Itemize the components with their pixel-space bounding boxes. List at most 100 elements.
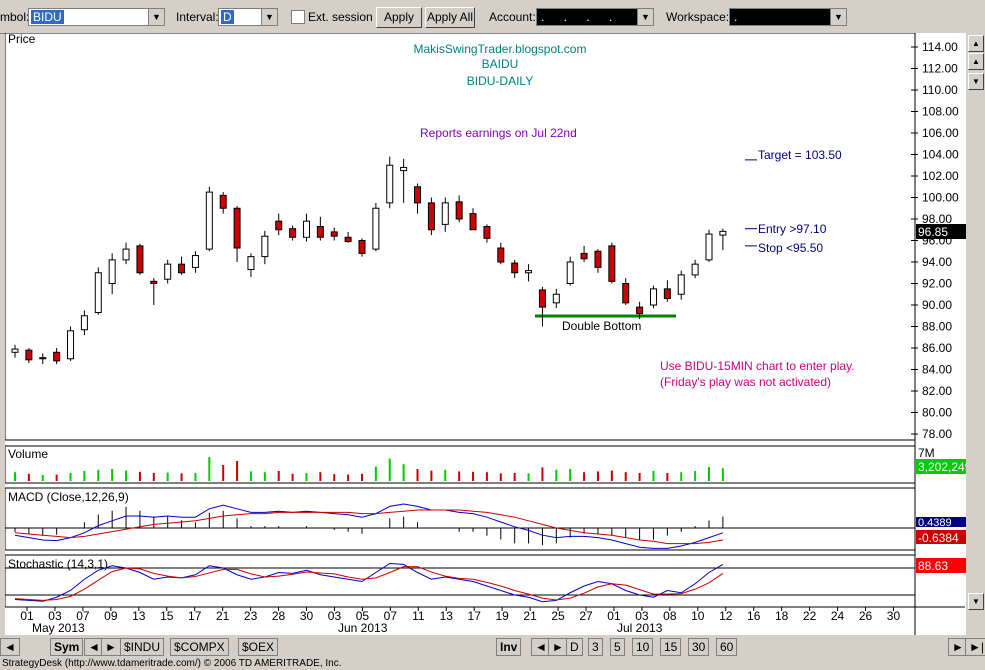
chart-area: Price Volume MACD (Close,12,26,9) Stocha… [4, 32, 980, 635]
date-tick-label: 23 [244, 609, 258, 623]
tab-interval-10[interactable]: 10 [632, 638, 654, 656]
entry-label: Entry >97.10 [758, 222, 827, 236]
apply-all-button[interactable]: Apply All [425, 7, 475, 28]
chevron-down-icon[interactable]: ▼ [261, 9, 277, 25]
candle-body [344, 236, 352, 243]
date-tick-label: 09 [104, 609, 118, 623]
chart-svg[interactable]: Price Volume MACD (Close,12,26,9) Stocha… [4, 32, 980, 635]
tab-inv[interactable]: Inv [496, 638, 522, 656]
account-combo[interactable]: . . . . ▼ [536, 8, 654, 26]
volume-bar [555, 469, 558, 481]
candle-body [538, 289, 546, 308]
tab-sym[interactable]: Sym [50, 638, 84, 656]
scroll-down-icon[interactable]: ▼ [968, 73, 984, 90]
tab-interval-15[interactable]: 15 [660, 638, 682, 656]
volume-bar [97, 469, 100, 481]
double-bottom-label: Double Bottom [562, 319, 641, 333]
nav-next-icon[interactable]: ► [548, 638, 568, 656]
candle-body [191, 255, 199, 268]
tab-oex[interactable]: $OEX [238, 638, 279, 656]
price-tick-label: 110.00 [922, 83, 958, 97]
date-tick-label: 08 [663, 609, 677, 623]
ext-session-checkbox[interactable] [291, 10, 305, 24]
candle-body [649, 288, 657, 306]
chevron-down-icon[interactable]: ▼ [637, 9, 653, 25]
scroll-up-icon[interactable]: ▲ [968, 53, 984, 70]
candle-body [122, 248, 130, 261]
interval-combo[interactable]: D ▼ [218, 8, 278, 26]
date-tick-label: 07 [76, 609, 90, 623]
tab-interval-30[interactable]: 30 [688, 638, 710, 656]
candle-body [719, 230, 727, 236]
nav-end-icon[interactable]: ►| [965, 638, 985, 656]
volume-bar [236, 461, 239, 481]
macd-value-1: 0.4389 [918, 517, 952, 529]
chevron-down-icon[interactable]: ▼ [830, 9, 846, 25]
price-tick-label: 90.00 [922, 298, 952, 312]
volume-bar [41, 475, 44, 481]
tab-indu[interactable]: $INDU [120, 638, 165, 656]
scroll-up-icon[interactable]: ▲ [968, 35, 984, 52]
macd-line [14, 503, 724, 549]
stoch-value: 88.63 [918, 559, 948, 573]
volume-bar [708, 467, 710, 481]
workspace-combo[interactable]: . ▼ [729, 8, 847, 26]
tab-interval-3[interactable]: 3 [588, 638, 603, 656]
candle-body [497, 247, 505, 263]
symbol-combo[interactable]: BIDU ▼ [28, 8, 165, 26]
date-tick-label: 17 [188, 609, 202, 623]
interval-label: Interval: [176, 10, 219, 24]
interval-value[interactable]: D [221, 10, 234, 24]
candle-body [330, 231, 338, 237]
candle-body [219, 194, 227, 209]
tab-interval-60[interactable]: 60 [716, 638, 738, 656]
date-tick-label: 13 [132, 609, 146, 623]
candle-body [483, 226, 491, 239]
date-tick-label: 22 [803, 609, 817, 623]
price-tick-label: 80.00 [922, 406, 952, 420]
volume-bar [472, 471, 475, 481]
volume-bar [583, 472, 586, 481]
account-value[interactable]: . . . . [541, 10, 621, 24]
date-tick-label: 18 [775, 609, 789, 623]
company-name: BAIDU [482, 57, 519, 71]
tab-compx[interactable]: $COMPX [170, 638, 229, 656]
vertical-scrollbar[interactable]: ▲ ▲ ▼ ▼ [966, 33, 985, 635]
date-tick-label: 19 [495, 609, 509, 623]
volume-bar [694, 471, 697, 481]
volume-bar [152, 473, 155, 481]
candle-body [261, 235, 269, 258]
price-tick-label: 98.00 [922, 212, 952, 226]
nav-next-icon[interactable]: ► [101, 638, 121, 656]
date-tick-label: 11 [412, 609, 425, 623]
month-label-may: May 2013 [32, 621, 85, 635]
candle-body [427, 202, 435, 231]
status-text: StrategyDesk (http://www.tdameritrade.co… [2, 658, 342, 669]
workspace-value[interactable]: . [734, 10, 738, 24]
price-tick-label: 114.00 [922, 40, 958, 54]
stoch-title: Stochastic (14,3,1) [8, 557, 108, 571]
apply-button[interactable]: Apply [376, 7, 422, 28]
candle-body [275, 220, 283, 231]
candle-body [67, 330, 75, 360]
tab-prev-icon[interactable]: ◄ [0, 638, 20, 656]
scroll-down-icon[interactable]: ▼ [968, 593, 984, 610]
candle-body [53, 351, 61, 362]
volume-bar [14, 472, 16, 481]
volume-bar [569, 469, 572, 481]
date-tick-label: 27 [579, 609, 593, 623]
volume-bar [374, 466, 377, 481]
tab-interval-5[interactable]: 5 [610, 638, 625, 656]
stoch-value-box [916, 558, 976, 573]
date-tick-label: 15 [160, 609, 174, 623]
current-price-box [916, 224, 976, 239]
volume-bar [624, 472, 627, 481]
chevron-down-icon[interactable]: ▼ [148, 9, 164, 25]
candle-body [705, 233, 713, 261]
volume-bar [680, 472, 683, 481]
volume-bar [527, 473, 530, 481]
date-tick-label: 25 [551, 609, 565, 623]
tab-interval-d[interactable]: D [566, 638, 583, 656]
candle-body [580, 252, 588, 260]
symbol-value[interactable]: BIDU [31, 10, 64, 24]
